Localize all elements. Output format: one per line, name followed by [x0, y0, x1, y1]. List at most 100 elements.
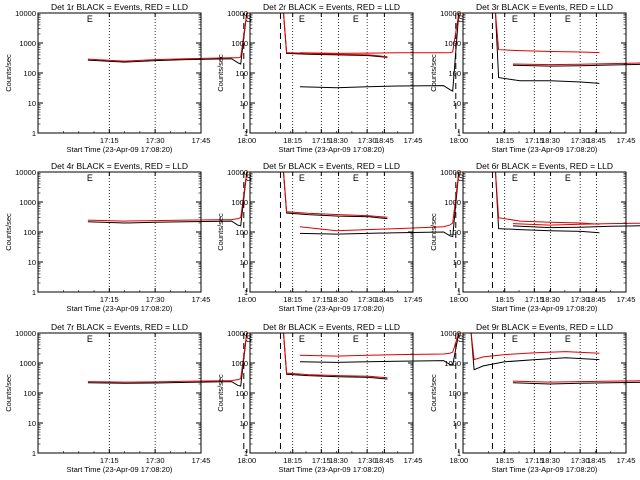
y-tick-label: 10000 [440, 9, 461, 18]
x-axis-label: Start Time (23-Apr-09 17:08:20) [279, 304, 385, 313]
y-tick-label: 10 [28, 258, 36, 267]
x-tick-label: 18:30 [329, 136, 348, 145]
attenuator-marker-e: E [353, 173, 359, 183]
y-tick-label: 1000 [231, 359, 248, 368]
attenuator-marker-s: S [246, 14, 252, 24]
y-tick-label: 1 [457, 449, 461, 458]
y-axis-label: Counts/sec [4, 54, 13, 92]
x-tick-label: 18:45 [587, 136, 606, 145]
plot-frame [462, 12, 627, 134]
x-tick-label: 18:45 [375, 136, 394, 145]
attenuator-marker-e: E [512, 14, 518, 24]
y-tick-label: 1000 [231, 39, 248, 48]
x-tick-label: 18:15 [495, 295, 514, 304]
series-line-lld [512, 222, 640, 226]
chart-panel-det-1: Det 1r BLACK = Events, RED = LLD 1 10 100 10… [4, 2, 394, 154]
series-line-events [512, 63, 640, 67]
y-axis-label: Counts/sec [216, 213, 225, 251]
x-tick-label: 17:15 [100, 295, 119, 304]
attenuator-marker-e: E [87, 334, 93, 344]
y-tick-label: 100 [23, 69, 36, 78]
y-tick-label: 100 [235, 69, 248, 78]
x-tick-label: 17:45 [617, 295, 636, 304]
y-tick-label: 1 [32, 129, 36, 138]
y-tick-label: 100 [448, 389, 461, 398]
x-tick-label: 17:15 [312, 136, 331, 145]
plot-frame [249, 171, 414, 293]
y-tick-label: 10 [28, 419, 36, 428]
x-tick-label: 17:45 [192, 295, 211, 304]
x-tick-label: 18:30 [329, 456, 348, 465]
y-tick-label: 10 [240, 99, 248, 108]
x-axis-label: Start Time (23-Apr-09 17:08:20) [492, 465, 598, 474]
panel-title: Det 4r BLACK = Events, RED = LLD [51, 161, 188, 171]
chart-panel-det-8: Det 8r BLACK = Events, RED = LLD 1 10 100 10… [216, 322, 606, 474]
x-tick-label: 17:30 [571, 456, 590, 465]
series-line-lld [87, 12, 388, 62]
x-tick-label: 17:15 [525, 456, 544, 465]
x-tick-label: 18:45 [587, 456, 606, 465]
y-tick-label: 100 [448, 228, 461, 237]
y-tick-label: 1000 [19, 359, 36, 368]
y-axis-label: Counts/sec [429, 213, 438, 251]
attenuator-marker-s: S [458, 334, 464, 344]
y-axis-label: Counts/sec [216, 54, 225, 92]
plot-frame [462, 332, 627, 454]
x-tick-label: 17:30 [358, 456, 377, 465]
attenuator-marker-s: S [246, 173, 252, 183]
attenuator-marker-e: E [87, 14, 93, 24]
x-tick-label: 17:15 [312, 295, 331, 304]
x-tick-label: 17:45 [192, 456, 211, 465]
x-tick-label: 17:45 [617, 456, 636, 465]
panel-title: Det 6r BLACK = Events, RED = LLD [476, 161, 613, 171]
y-tick-label: 100 [235, 228, 248, 237]
attenuator-marker-e: E [565, 334, 571, 344]
x-tick-label: 18:00 [237, 295, 256, 304]
y-axis-label: Counts/sec [4, 374, 13, 412]
x-tick-label: 18:30 [329, 295, 348, 304]
attenuator-marker-s: S [246, 334, 252, 344]
plot-frame [37, 12, 202, 134]
attenuator-marker-e: E [87, 173, 93, 183]
series-line-lld [512, 380, 640, 383]
panel-title: Det 5r BLACK = Events, RED = LLD [263, 161, 400, 171]
x-tick-label: 17:30 [146, 456, 165, 465]
attenuator-marker-e: E [299, 14, 305, 24]
chart-panel-det-4: Det 4r BLACK = Events, RED = LLD 1 10 100 10… [4, 161, 394, 313]
y-tick-label: 1 [244, 449, 248, 458]
x-tick-label: 17:30 [358, 295, 377, 304]
y-tick-label: 10000 [227, 168, 248, 177]
x-tick-label: 18:45 [375, 295, 394, 304]
y-tick-label: 10 [453, 419, 461, 428]
x-axis-label: Start Time (23-Apr-09 17:08:20) [492, 145, 598, 154]
series-line-events [512, 225, 640, 229]
y-tick-label: 1 [32, 288, 36, 297]
y-tick-label: 10000 [227, 329, 248, 338]
panel-title: Det 1r BLACK = Events, RED = LLD [51, 2, 188, 12]
y-tick-label: 1 [32, 449, 36, 458]
x-tick-label: 18:30 [541, 295, 560, 304]
x-axis-label: Start Time (23-Apr-09 17:08:20) [67, 465, 173, 474]
panel-title: Det 8r BLACK = Events, RED = LLD [263, 322, 400, 332]
y-axis-label: Counts/sec [216, 374, 225, 412]
series-line-lld [87, 332, 388, 383]
x-axis-label: Start Time (23-Apr-09 17:08:20) [67, 145, 173, 154]
y-axis-label: Counts/sec [4, 213, 13, 251]
x-tick-label: 17:30 [358, 136, 377, 145]
x-tick-label: 18:00 [449, 136, 468, 145]
y-tick-label: 10 [453, 99, 461, 108]
y-tick-label: 10000 [15, 168, 36, 177]
x-tick-label: 17:45 [404, 136, 423, 145]
y-tick-label: 100 [23, 228, 36, 237]
attenuator-marker-s: S [458, 14, 464, 24]
x-tick-label: 18:15 [495, 136, 514, 145]
series-line-lld [87, 171, 388, 222]
plot-frame [249, 12, 414, 134]
y-tick-label: 100 [448, 69, 461, 78]
x-tick-label: 17:45 [404, 295, 423, 304]
y-tick-label: 1 [244, 288, 248, 297]
x-tick-label: 18:00 [237, 136, 256, 145]
y-tick-label: 10000 [440, 329, 461, 338]
y-tick-label: 1000 [19, 198, 36, 207]
